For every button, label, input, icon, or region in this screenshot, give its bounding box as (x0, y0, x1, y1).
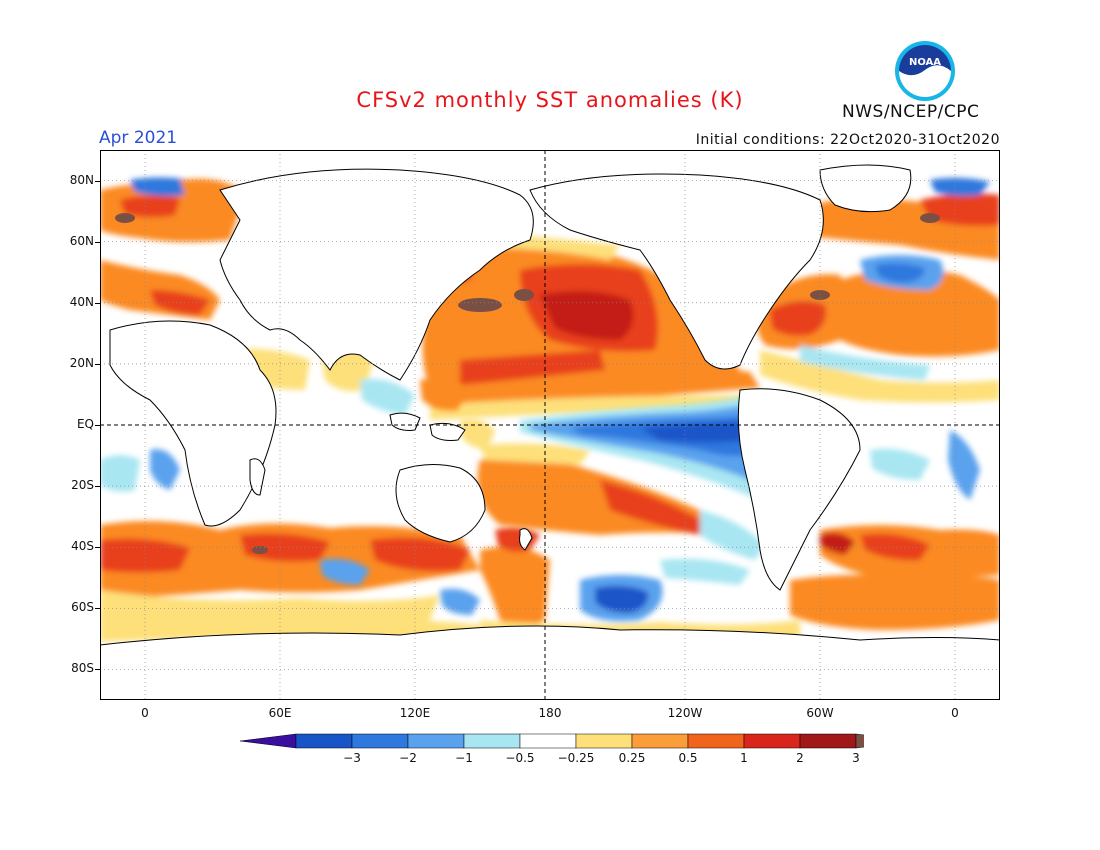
colorbar-segment (631, 733, 689, 749)
colorbar-tick-label: 0.5 (678, 751, 697, 765)
lat-tick (95, 363, 100, 365)
lon-tick-label: 120W (667, 706, 703, 720)
colorbar-segment (351, 733, 409, 749)
colorbar-tick-label: 2 (796, 751, 804, 765)
colorbar-tick-label: 3 (852, 751, 860, 765)
north-atlantic (756, 177, 1000, 403)
lat-tick-label: 80N (69, 172, 94, 187)
extreme-warm-spots (115, 213, 940, 554)
colorbar-tick-label: −0.5 (505, 751, 534, 765)
colorbar-segment (687, 733, 745, 749)
lat-tick (95, 241, 100, 243)
colorbar-segment (295, 733, 353, 749)
map-canvas (99, 149, 1001, 701)
colorbar-segment (519, 733, 577, 749)
colorbar: −3 −2 −1 −0.5 −0.25 0.25 0.5 1 2 3 (239, 733, 864, 765)
colorbar-segment (743, 733, 801, 749)
lat-tick (95, 302, 100, 304)
lat-tick (95, 425, 100, 426)
lat-tick (95, 180, 100, 182)
equatorial-pacific-cool (520, 390, 780, 500)
forecast-month: Apr 2021 (99, 128, 178, 148)
lat-tick (95, 547, 100, 549)
lat-tick-label: 40N (69, 294, 94, 309)
initial-conditions: Initial conditions: 22Oct2020-31Oct2020 (695, 132, 1000, 148)
lat-tick-label: 80S (71, 661, 94, 676)
colorbar-arrow-low (239, 733, 297, 749)
lat-tick (95, 486, 100, 488)
lat-tick-label: EQ (76, 417, 94, 431)
lon-tick-label: 60W (806, 706, 834, 720)
lat-tick-label: 40S (71, 539, 94, 554)
agency-label: NWS/NCEP/CPC (842, 102, 980, 122)
north-pacific-warm (420, 230, 760, 420)
sst-map (99, 149, 1001, 701)
south-pacific-cool (580, 558, 750, 622)
colorbar-segment (575, 733, 633, 749)
colorbar-tick-label: −3 (343, 751, 361, 765)
continents (100, 164, 1000, 700)
colorbar-tick-label: −1 (455, 751, 473, 765)
lon-tick-label: 120E (399, 706, 431, 720)
lon-tick-label: 0 (141, 706, 149, 720)
colorbar-arrow-high (855, 733, 864, 749)
noaa-logo-icon: NOAA (895, 41, 955, 101)
lat-tick (95, 669, 100, 671)
indian-ocean (100, 346, 980, 615)
colorbar-tick-label: −0.25 (558, 751, 595, 765)
chart-title: CFSv2 monthly SST anomalies (K) (356, 88, 744, 112)
lat-tick-label: 60S (71, 600, 94, 615)
lat-tick-label: 20S (71, 478, 94, 493)
lat-tick-label: 20N (69, 355, 94, 370)
lon-tick-label: 0 (951, 706, 959, 720)
logo-text: NOAA (909, 57, 941, 68)
lat-tick (95, 608, 100, 610)
colorbar-tick-label: −2 (399, 751, 417, 765)
lon-tick-label: 180 (538, 706, 562, 720)
colorbar-tick-label: 1 (740, 751, 748, 765)
lon-tick-label: 60E (268, 706, 292, 720)
lat-tick-label: 60N (69, 233, 94, 248)
south-pacific-warm (477, 443, 765, 560)
colorbar-tick-label: 0.25 (619, 751, 646, 765)
colorbar-segment (799, 733, 857, 749)
colorbar-segment (463, 733, 521, 749)
colorbar-segment (407, 733, 465, 749)
